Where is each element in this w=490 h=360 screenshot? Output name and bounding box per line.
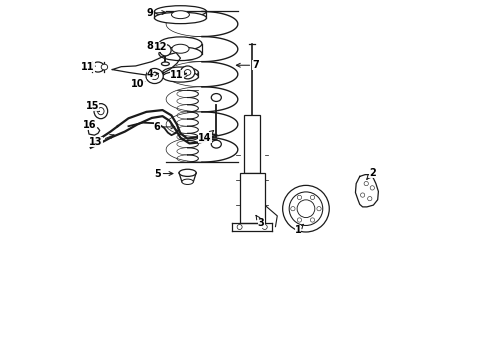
- Circle shape: [297, 195, 301, 199]
- Ellipse shape: [163, 71, 198, 82]
- Ellipse shape: [161, 62, 170, 66]
- Text: 8: 8: [147, 41, 159, 50]
- Circle shape: [317, 207, 321, 211]
- Circle shape: [310, 218, 315, 222]
- Text: 6: 6: [154, 122, 175, 132]
- Polygon shape: [88, 127, 100, 135]
- Circle shape: [297, 200, 315, 217]
- Polygon shape: [112, 53, 180, 75]
- Ellipse shape: [182, 179, 194, 184]
- Ellipse shape: [94, 104, 108, 119]
- Ellipse shape: [92, 62, 104, 72]
- Ellipse shape: [159, 47, 202, 60]
- Ellipse shape: [184, 69, 191, 75]
- Text: 10: 10: [131, 79, 145, 89]
- Ellipse shape: [154, 6, 206, 17]
- Bar: [240, 173, 265, 223]
- Text: 14: 14: [198, 130, 214, 143]
- Text: 11: 11: [81, 62, 95, 72]
- Circle shape: [160, 44, 171, 56]
- Circle shape: [368, 197, 372, 201]
- Ellipse shape: [101, 64, 108, 70]
- Circle shape: [297, 218, 301, 222]
- Text: 5: 5: [154, 168, 173, 179]
- Ellipse shape: [180, 66, 195, 79]
- Text: 15: 15: [86, 102, 99, 112]
- Ellipse shape: [98, 108, 104, 115]
- Text: 9: 9: [147, 8, 166, 18]
- Ellipse shape: [146, 68, 163, 84]
- Circle shape: [237, 225, 242, 229]
- Ellipse shape: [172, 11, 190, 19]
- Ellipse shape: [163, 67, 198, 78]
- Ellipse shape: [211, 140, 221, 148]
- Circle shape: [262, 225, 267, 229]
- Ellipse shape: [211, 94, 221, 102]
- Ellipse shape: [159, 37, 202, 50]
- Circle shape: [289, 192, 323, 225]
- Circle shape: [370, 186, 374, 190]
- Text: 13: 13: [90, 135, 114, 147]
- Text: 4: 4: [147, 69, 159, 79]
- Ellipse shape: [154, 12, 206, 24]
- Circle shape: [310, 195, 315, 199]
- Circle shape: [361, 193, 365, 197]
- Circle shape: [283, 185, 329, 232]
- Text: 7: 7: [236, 60, 259, 70]
- Text: 11: 11: [170, 70, 186, 80]
- Bar: [245, 116, 260, 173]
- Ellipse shape: [151, 72, 159, 80]
- Polygon shape: [355, 175, 378, 207]
- Ellipse shape: [179, 169, 196, 176]
- Ellipse shape: [173, 71, 188, 78]
- Text: 3: 3: [256, 215, 265, 228]
- Circle shape: [291, 207, 295, 211]
- Ellipse shape: [172, 44, 189, 53]
- Text: 1: 1: [294, 224, 303, 235]
- Text: 12: 12: [154, 42, 168, 51]
- Circle shape: [364, 181, 368, 186]
- Text: 16: 16: [83, 121, 97, 130]
- Text: 2: 2: [367, 168, 376, 179]
